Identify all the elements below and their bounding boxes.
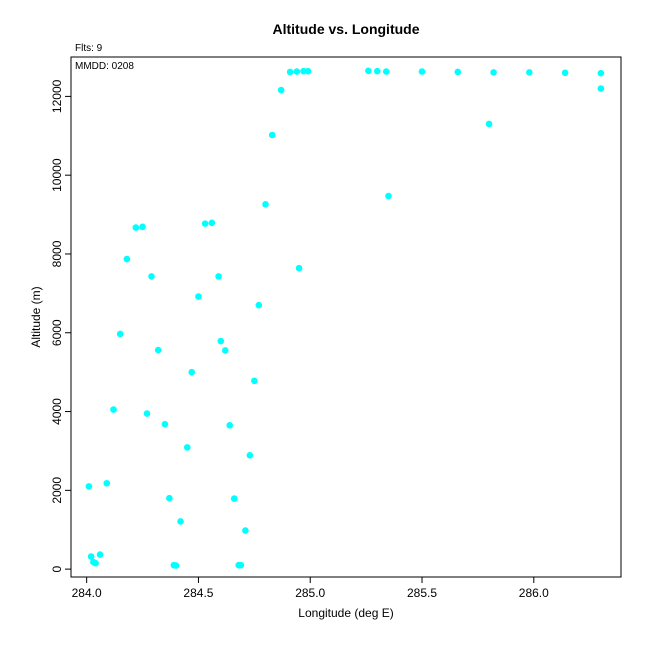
data-point <box>183 444 191 451</box>
data-point <box>87 553 95 560</box>
data-point <box>251 377 258 385</box>
y-tick-label: 6000 <box>50 319 64 346</box>
data-point <box>365 67 372 75</box>
data-points <box>85 67 605 569</box>
data-point <box>103 479 111 487</box>
data-point <box>166 494 173 502</box>
data-point <box>215 273 222 280</box>
y-tick-label: 12000 <box>50 79 64 113</box>
data-point <box>262 201 269 208</box>
data-point <box>246 451 254 459</box>
x-tick-label: 285.5 <box>407 586 437 600</box>
y-tick-label: 4000 <box>50 398 64 425</box>
data-point <box>382 68 390 75</box>
flights-annotation: Flts: 9 <box>75 43 103 54</box>
x-axis: 284.0 284.5 285.0 285.5 286.0 <box>72 576 549 600</box>
data-point <box>230 495 238 502</box>
y-tick-label: 0 <box>50 565 64 572</box>
y-tick-label: 8000 <box>50 240 64 267</box>
mmdd-annotation: MMDD: 0208 <box>75 61 134 72</box>
data-point <box>92 559 99 567</box>
data-point <box>374 67 381 75</box>
chart-title: Altitude vs. Longitude <box>273 21 420 37</box>
data-point <box>116 330 124 338</box>
data-point <box>195 293 202 300</box>
data-point <box>490 69 497 76</box>
x-tick-label: 284.5 <box>183 586 213 600</box>
data-point <box>154 346 162 354</box>
y-axis: 0 2000 4000 6000 8000 10000 12000 <box>50 79 72 572</box>
data-point <box>221 347 229 354</box>
data-point <box>237 561 245 569</box>
data-point <box>286 68 294 76</box>
data-point <box>132 224 140 231</box>
plot-area <box>70 56 622 578</box>
y-tick-label: 10000 <box>50 158 64 192</box>
data-point <box>226 422 234 429</box>
x-axis-label: Longitude (deg E) <box>298 606 393 620</box>
data-point <box>561 69 569 77</box>
data-point <box>217 337 225 345</box>
data-point <box>268 131 276 139</box>
data-point <box>85 483 93 490</box>
data-point <box>293 68 301 75</box>
x-tick-label: 285.0 <box>295 586 325 600</box>
data-point <box>208 219 216 227</box>
x-tick-label: 286.0 <box>519 586 549 600</box>
data-point <box>96 551 104 558</box>
data-point <box>172 562 180 569</box>
data-point <box>295 264 303 272</box>
data-point <box>526 69 533 76</box>
data-point <box>161 420 169 428</box>
y-tick-label: 2000 <box>50 477 64 504</box>
y-axis-label: Altitude (m) <box>29 286 43 347</box>
data-point <box>597 69 605 77</box>
data-point <box>242 527 249 534</box>
data-point <box>148 273 155 280</box>
data-point <box>201 220 209 227</box>
data-point <box>485 120 493 128</box>
data-point <box>385 192 392 200</box>
data-point <box>304 67 312 75</box>
data-point <box>123 255 131 263</box>
data-point <box>277 86 285 94</box>
data-point <box>418 68 426 75</box>
data-point <box>597 85 605 92</box>
data-point <box>110 406 117 413</box>
data-point <box>177 518 184 525</box>
data-point <box>454 68 462 76</box>
data-point <box>255 301 263 309</box>
data-point <box>188 368 196 376</box>
x-tick-label: 284.0 <box>72 586 102 600</box>
data-point <box>143 410 151 417</box>
data-point <box>139 223 146 231</box>
